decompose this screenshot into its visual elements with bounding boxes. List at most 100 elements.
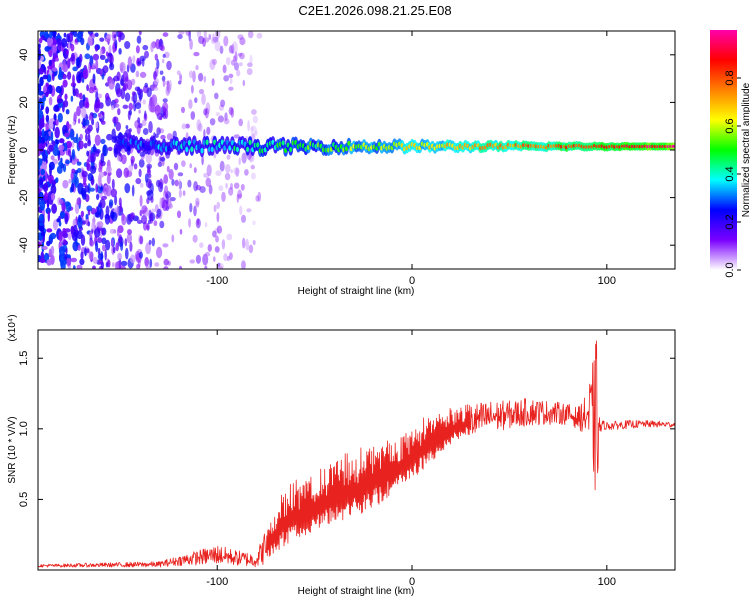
spectrogram-noise-cell bbox=[254, 130, 258, 136]
spectrogram-noise-cell bbox=[151, 237, 155, 247]
spectrogram-noise-cell bbox=[167, 82, 171, 94]
spectrogram-noise-cell bbox=[141, 214, 148, 225]
spectrogram-noise-cell bbox=[88, 251, 94, 260]
spectrogram-noise-cell bbox=[141, 119, 147, 127]
spectrogram-noise-cell bbox=[42, 74, 49, 80]
spectrogram-noise-cell bbox=[225, 57, 231, 66]
spectrogram-noise-cell bbox=[214, 40, 221, 52]
spectrogram-y-label: Frequency (Hz) bbox=[7, 116, 18, 185]
spectrogram-noise-cell bbox=[43, 130, 49, 142]
spectrogram-noise-cell bbox=[76, 230, 83, 240]
spectrogram-noise-cell bbox=[250, 125, 257, 136]
spectrogram-noise-cell bbox=[142, 99, 146, 105]
spectrogram-noise-cell bbox=[59, 138, 65, 144]
spectrogram-noise-cell bbox=[148, 219, 152, 225]
spectrogram-noise-cell bbox=[40, 191, 43, 200]
spectrogram-noise-cell bbox=[176, 210, 182, 219]
spectrogram-noise-cell bbox=[159, 220, 165, 229]
spectrogram-noise-cell bbox=[83, 142, 88, 149]
spectrogram-noise-cell bbox=[206, 126, 211, 135]
snr-x-tick-label: -100 bbox=[206, 576, 228, 588]
spectrogram-noise-cell bbox=[112, 42, 115, 54]
spectrogram-noise-cell bbox=[208, 184, 213, 195]
spectrogram-noise-cell bbox=[145, 265, 151, 269]
spectrogram-noise-cell bbox=[252, 239, 256, 246]
spectrogram-noise-cell bbox=[139, 91, 142, 103]
spectrogram-noise-cell bbox=[108, 79, 115, 90]
spectrogram-noise-cell bbox=[234, 52, 238, 63]
spectrogram-noise-cell bbox=[239, 205, 243, 216]
spectrogram-noise-cell bbox=[38, 43, 41, 49]
spectrogram-noise-cell bbox=[48, 96, 53, 106]
spectrogram-noise-cell bbox=[144, 50, 149, 59]
spectrogram-noise-cell bbox=[108, 199, 114, 207]
spectrogram-noise-cell bbox=[138, 168, 142, 178]
spectrogram-noise-cell bbox=[124, 183, 131, 194]
spectrogram-noise-cell bbox=[214, 227, 220, 234]
spectrogram-noise-cell bbox=[73, 111, 78, 121]
spectrogram-noise-cell bbox=[75, 133, 79, 145]
spectrogram-noise-cell bbox=[110, 211, 115, 219]
spectrogram-noise-cell bbox=[88, 115, 93, 121]
spectrogram-noise-cell bbox=[107, 146, 113, 152]
snr-y-label: SNR (10 * V/V) bbox=[7, 416, 18, 483]
spectrogram-noise-cell bbox=[138, 123, 143, 129]
spectrogram-noise-cell bbox=[51, 203, 57, 214]
spectrogram-noise-cell bbox=[105, 205, 110, 217]
spectrogram-noise-cell bbox=[160, 45, 165, 52]
snr-panel: -100 0 100 0.5 1.0 1.5 Height of straight li… bbox=[7, 314, 676, 597]
spectrogram-noise-cell bbox=[137, 117, 141, 124]
spectrogram-noise-cell bbox=[189, 70, 194, 79]
spectrogram-noise-cell bbox=[47, 88, 50, 95]
spectrogram-noise-cell bbox=[148, 121, 153, 133]
spectrogram-noise-cell bbox=[154, 53, 158, 61]
spectrogram-noise-cell bbox=[211, 37, 216, 44]
spectrogram-noise-cell bbox=[141, 205, 148, 213]
snr-y-tick-label: 1.5 bbox=[18, 351, 30, 366]
spectrogram-noise-cell bbox=[248, 244, 254, 254]
spectrogram-noise-cell bbox=[38, 60, 42, 69]
spectrogram-noise-cell bbox=[117, 108, 121, 116]
spectrogram-noise-cell bbox=[129, 109, 132, 116]
spectrogram-noise-cell bbox=[85, 213, 89, 220]
spectrogram-noise-cell bbox=[138, 31, 142, 36]
spectrogram-y-tick-label: 0 bbox=[18, 147, 30, 153]
spectrogram-noise-cell bbox=[66, 33, 70, 43]
spectrogram-noise-cell bbox=[106, 133, 113, 141]
spectrogram-noise-cell bbox=[154, 133, 159, 138]
spectrogram-noise-cell bbox=[105, 82, 110, 87]
spectrogram-noise-cell bbox=[221, 239, 226, 250]
spectrogram-noise-cell bbox=[68, 41, 71, 51]
spectrogram-noise-cell bbox=[60, 157, 63, 163]
spectrogram-noise-cell bbox=[166, 60, 172, 71]
spectrogram-noise-cell bbox=[106, 174, 111, 185]
spectrogram-noise-cell bbox=[162, 243, 169, 248]
spectrogram-noise-cell bbox=[92, 53, 99, 61]
spectrogram-noise-cell bbox=[125, 125, 129, 130]
spectrogram-noise-cell bbox=[234, 50, 238, 63]
spectrogram-noise-cell bbox=[38, 158, 43, 167]
spectrogram-noise-cell bbox=[104, 187, 107, 192]
spectrogram-noise-cell bbox=[109, 228, 115, 234]
spectrogram-noise-cell bbox=[87, 209, 91, 216]
spectrogram-noise-cell bbox=[86, 248, 90, 254]
spectrogram-noise-cell bbox=[135, 178, 142, 185]
spectrogram-noise-cell bbox=[218, 104, 224, 111]
spectrogram-noise-cell bbox=[82, 117, 86, 128]
spectrogram-noise-cell bbox=[231, 43, 235, 55]
spectrogram-noise-cell bbox=[236, 193, 239, 203]
spectrogram-noise-cell bbox=[229, 78, 233, 85]
spectrogram-signal-cell bbox=[200, 147, 204, 154]
spectrogram-signal-cell bbox=[205, 139, 209, 146]
spectrogram-noise-cell bbox=[43, 95, 46, 102]
spectrogram-noise-cell bbox=[112, 116, 119, 124]
spectrogram-signal-cell bbox=[190, 146, 194, 152]
spectrogram-x-tick-label: 100 bbox=[598, 275, 616, 287]
spectrogram-noise-cell bbox=[65, 140, 73, 149]
spectrogram-noise-cell bbox=[92, 33, 96, 39]
spectrogram-noise-cell bbox=[241, 260, 246, 269]
spectrogram-noise-cell bbox=[230, 107, 235, 118]
spectrogram-noise-cell bbox=[228, 187, 234, 196]
spectrogram-noise-cell bbox=[62, 79, 68, 88]
spectrogram-noise-cell bbox=[144, 173, 149, 183]
